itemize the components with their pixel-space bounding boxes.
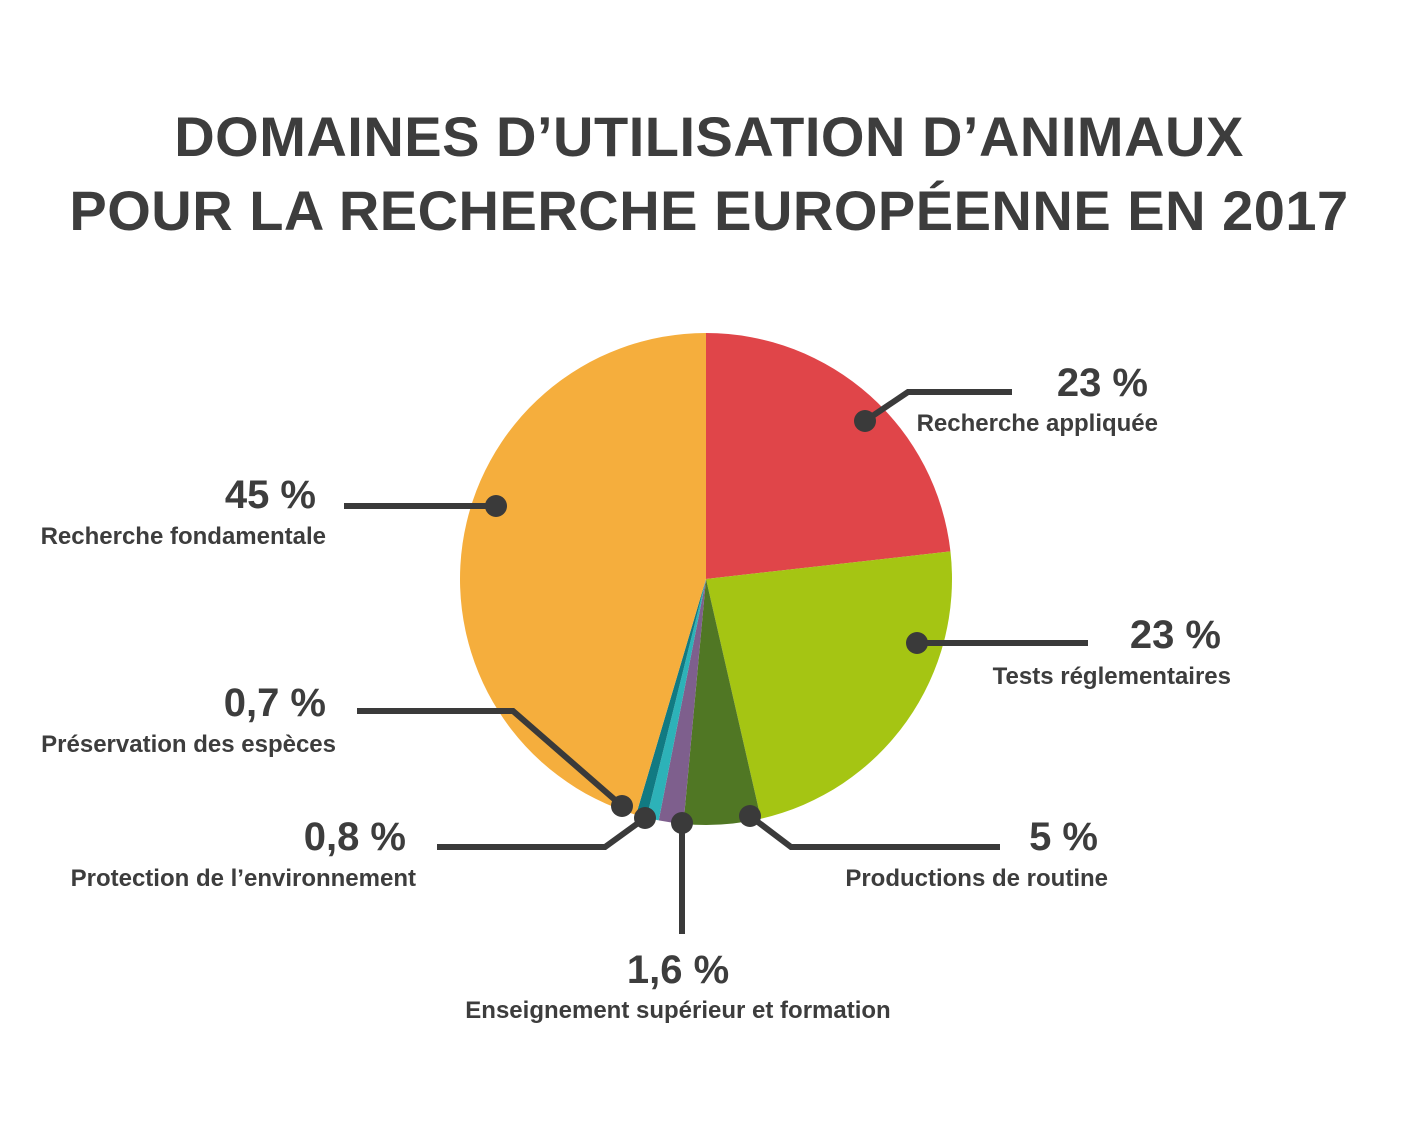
slice-annotation-4: 1,6 % Enseignement supérieur et formation [465, 812, 891, 1024]
slice-category-label: Tests réglementaires [993, 663, 1231, 690]
slice-value-label: 23 % [1130, 613, 1221, 657]
slice-category-label: Productions de routine [845, 865, 1108, 892]
slice-value-label: 45 % [225, 473, 316, 517]
slice-annotation-2: 23 % Tests réglementaires [906, 613, 1231, 690]
pie-slice-7 [459, 333, 706, 815]
chart-title-line-2: POUR LA RECHERCHE EUROPÉENNE EN 2017 [69, 179, 1349, 242]
slice-category-label: Protection de l’environnement [71, 865, 416, 892]
leader-dot [634, 807, 656, 829]
slice-value-label: 1,6 % [627, 948, 729, 992]
slice-annotation-5: 0,8 % Protection de l’environnement [71, 807, 656, 892]
leader-line [863, 389, 1012, 424]
pie-slice-2 [706, 551, 952, 819]
leader-dot [739, 805, 761, 827]
slice-category-label: Préservation des espèces [41, 731, 336, 758]
slice-category-label: Enseignement supérieur et formation [465, 997, 890, 1024]
leader-line [748, 813, 1000, 850]
leader-line [437, 815, 647, 850]
pie-slice-4 [658, 579, 706, 824]
slice-annotation-3: 5 % Productions de routine [739, 805, 1108, 892]
slice-annotation-7: 45 % Recherche fondamentale [41, 473, 507, 550]
slice-category-label: Recherche fondamentale [41, 523, 326, 550]
slice-annotation-1: 23 % Recherche appliquée [854, 361, 1158, 437]
leader-dot [671, 812, 693, 834]
slice-category-label: Recherche appliquée [917, 410, 1158, 437]
pie-slice-6 [636, 579, 706, 818]
pie-slice-3 [683, 579, 761, 826]
slice-value-label: 0,8 % [304, 815, 406, 859]
chart-title: DOMAINES D’UTILISATION D’ANIMAUX POUR LA… [0, 100, 1418, 248]
pie-slice-1 [706, 333, 951, 579]
slice-value-label: 23 % [1057, 361, 1148, 405]
leader-dot [854, 410, 876, 432]
leader-dot [906, 632, 928, 654]
pie-slices [459, 333, 952, 826]
leader-line [357, 708, 624, 809]
leader-dot [611, 795, 633, 817]
pie-slice-5 [646, 579, 706, 821]
slice-value-label: 0,7 % [224, 681, 326, 725]
leader-dot [485, 495, 507, 517]
slice-annotation-6: 0,7 % Préservation des espèces [41, 681, 633, 817]
chart-title-line-1: DOMAINES D’UTILISATION D’ANIMAUX [174, 105, 1244, 168]
slice-value-label: 5 % [1029, 815, 1098, 859]
